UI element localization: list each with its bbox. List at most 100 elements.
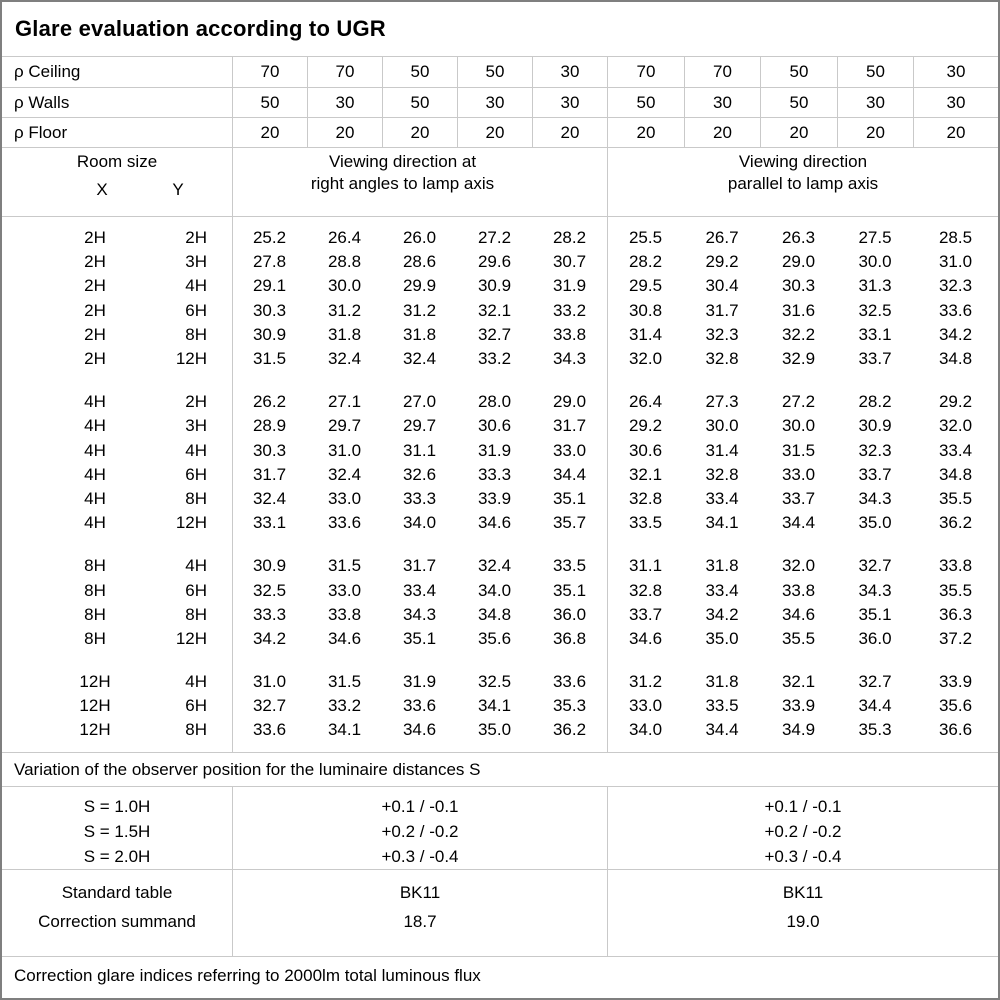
variation-note: Variation of the observer position for t… [2,753,998,787]
room-size-y-value: 3H [185,416,207,436]
reflectance-value: 20 [307,118,382,147]
ugr-value-right-angles: 33.9 [477,488,512,508]
ugr-row: 2H 6H 30.3 31.2 31.2 32.1 33.2 30.8 31.7 31.6 32.5… [2,299,998,323]
ugr-value-right-angles: 36.2 [552,720,587,740]
ugr-value-parallel: 34.6 [628,628,663,648]
ugr-row: 8H 12H 34.2 34.6 35.1 35.6 36.8 34.6 35.0 35.5 36.… [2,627,998,651]
room-size-x-value: 8H [84,604,106,624]
reflectance-value: 30 [307,88,382,117]
ugr-value-right-angles: 31.5 [327,672,362,692]
reflectance-value: 20 [684,118,760,147]
ugr-value-parallel: 28.2 [628,252,663,272]
s-distance-label: S = 1.0H [83,797,151,816]
s-correction-value: +0.1 / -0.1 [764,797,842,816]
room-size-x-value: 8H [84,556,106,576]
correction-summand-value: 19.0 [786,912,820,931]
ugr-value-parallel: 29.5 [628,276,663,296]
reflectance-row-label: ρ Floor [14,122,68,142]
reflectance-value: 30 [457,88,532,117]
ugr-value-right-angles: 31.2 [402,300,437,320]
s-distance-label: S = 1.5H [83,822,151,841]
ugr-value-parallel: 34.8 [938,349,973,369]
correction-summand-label: Correction summand [38,912,196,931]
ugr-row: 2H 2H 25.2 26.4 26.0 27.2 28.2 25.5 26.7 26.3 27.5… [2,226,998,250]
ugr-value-right-angles: 32.4 [477,556,512,576]
ugr-value-right-angles: 33.8 [327,604,362,624]
ugr-value-right-angles: 35.1 [552,488,587,508]
ugr-value-parallel: 29.2 [938,392,973,412]
ugr-value-parallel: 31.5 [781,440,816,460]
ugr-value-right-angles: 33.6 [402,696,437,716]
reflectance-row-label: ρ Ceiling [14,62,81,81]
s-correction-value: +0.3 / -0.4 [764,847,842,866]
ugr-value-right-angles: 27.0 [402,392,437,412]
ugr-value-right-angles: 31.9 [402,672,437,692]
room-size-y-value: 2H [185,392,207,412]
s-correction-right: +0.1 / -0.1 +0.2 / -0.2 +0.3 / -0.4 [607,787,998,869]
ugr-value-parallel: 30.8 [628,300,663,320]
ugr-value-parallel: 34.2 [705,604,739,624]
ugr-value-right-angles: 26.2 [252,392,287,412]
room-size-x-value: 8H [84,580,106,600]
room-size-x-value: 2H [84,349,106,369]
ugr-value-parallel: 29.0 [781,252,816,272]
reflectance-value: 50 [232,88,307,117]
reflectance-value: 20 [532,118,607,147]
ugr-value-right-angles: 32.7 [252,696,287,716]
ugr-value-parallel: 27.3 [705,392,739,412]
ugr-row: 4H 2H 26.2 27.1 27.0 28.0 29.0 26.4 27.3 27.2 28.2… [2,390,998,414]
ugr-value-parallel: 33.7 [858,349,892,369]
ugr-value-right-angles: 29.1 [252,276,287,296]
ugr-value-parallel: 35.5 [781,628,816,648]
ugr-value-parallel: 31.2 [628,672,663,692]
ugr-value-parallel: 32.0 [628,349,663,369]
ugr-value-right-angles: 33.2 [477,349,512,369]
ugr-value-parallel: 33.4 [705,488,739,508]
ugr-value-right-angles: 35.7 [552,513,587,533]
reflectance-value: 20 [457,118,532,147]
s-correction-value: +0.3 / -0.4 [381,847,459,866]
ugr-value-parallel: 32.3 [858,440,892,460]
room-size-x-value: 2H [84,228,106,248]
ugr-value-parallel: 34.2 [938,324,973,344]
room-size-y-value: 8H [185,488,207,508]
ugr-value-parallel: 31.3 [858,276,892,296]
ugr-value-right-angles: 30.0 [327,276,362,296]
ugr-value-parallel: 32.8 [705,349,739,369]
ugr-value-right-angles: 30.9 [252,556,287,576]
ugr-value-right-angles: 31.0 [252,672,287,692]
ugr-value-right-angles: 33.0 [552,440,587,460]
ugr-value-parallel: 33.7 [628,604,663,624]
ugr-value-parallel: 32.0 [938,416,973,436]
s-correction-value: +0.1 / -0.1 [381,797,459,816]
table-header-row: Room size X Y Viewing direction at right… [2,148,998,217]
ugr-value-parallel: 34.4 [858,696,892,716]
ugr-row: 2H 4H 29.1 30.0 29.9 30.9 31.9 29.5 30.4 30.3 31.3… [2,274,998,298]
footer-note: Correction glare indices referring to 20… [14,966,481,985]
ugr-value-parallel: 26.4 [628,392,663,412]
ugr-value-parallel: 34.9 [781,720,816,740]
reflectance-value: 20 [607,118,684,147]
ugr-value-parallel: 32.8 [705,464,739,484]
reflectance-value: 70 [232,57,307,87]
ugr-group: 4H 2H 26.2 27.1 27.0 28.0 29.0 26.4 27.3 27.2 28.2… [2,390,998,535]
ugr-value-parallel: 29.2 [628,416,663,436]
s-variation-section: S = 1.0H S = 1.5H S = 2.0H +0.1 / -0.1 +0.2… [2,787,998,870]
ugr-value-parallel: 32.1 [781,672,816,692]
ugr-value-right-angles: 30.7 [552,252,587,272]
header-line: Viewing direction [738,152,868,171]
s-distance-label: S = 2.0H [83,847,151,866]
ugr-value-parallel: 34.8 [938,464,973,484]
ugr-value-right-angles: 32.4 [402,349,437,369]
ugr-table-body: 2H 2H 25.2 26.4 26.0 27.2 28.2 25.5 26.7 26.3 27.5… [2,217,998,753]
ugr-value-right-angles: 29.0 [552,392,587,412]
room-size-x-value: 2H [84,276,106,296]
room-size-x-value: 2H [84,324,106,344]
reflectance-value: 50 [382,88,457,117]
ugr-value-right-angles: 33.6 [252,720,287,740]
room-size-y-value: 6H [185,300,207,320]
ugr-value-right-angles: 35.0 [477,720,512,740]
room-size-y-value: 4H [185,440,207,460]
ugr-value-parallel: 33.5 [628,513,663,533]
